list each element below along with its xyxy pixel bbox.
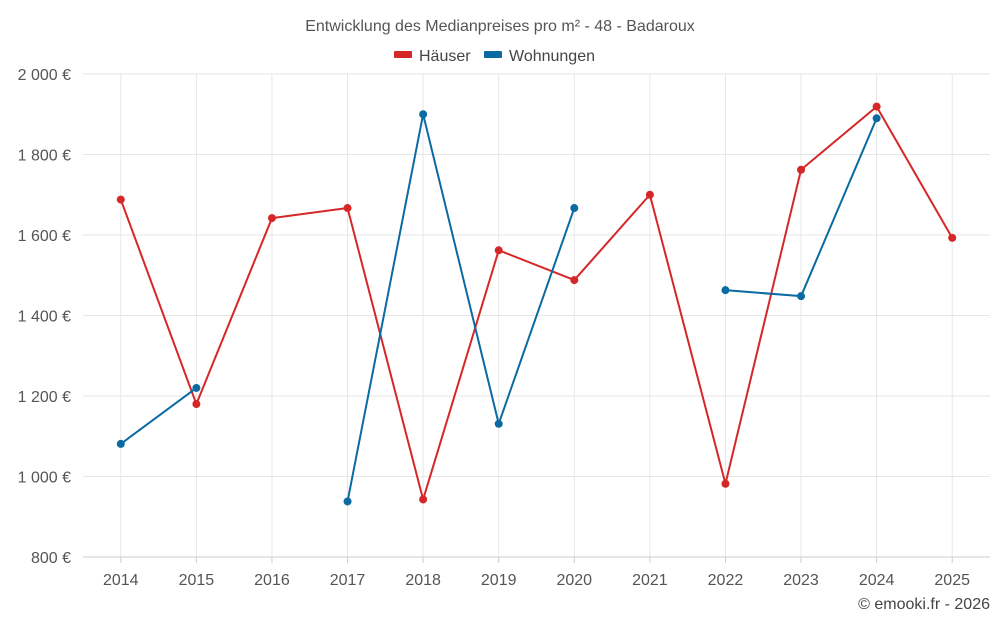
x-tick-label: 2025 bbox=[934, 572, 970, 589]
series-line-haeuser bbox=[119, 105, 954, 501]
data-point-wohnungen[interactable] bbox=[419, 110, 428, 119]
data-point-haeuser[interactable] bbox=[116, 195, 125, 204]
data-point-wohnungen[interactable] bbox=[343, 497, 352, 506]
y-tick-label: 1 400 € bbox=[18, 309, 71, 326]
data-point-haeuser[interactable] bbox=[570, 276, 579, 285]
legend-swatch-haeuser bbox=[394, 51, 412, 58]
data-point-wohnungen[interactable] bbox=[116, 439, 125, 448]
y-tick-label: 2 000 € bbox=[18, 67, 71, 84]
data-point-haeuser[interactable] bbox=[721, 479, 730, 488]
y-tick-label: 1 000 € bbox=[18, 470, 71, 487]
data-point-haeuser[interactable] bbox=[494, 246, 503, 255]
chart-title: Entwicklung des Medianpreises pro m² - 4… bbox=[305, 18, 695, 35]
x-tick-label: 2015 bbox=[179, 572, 215, 589]
series-points bbox=[116, 102, 957, 506]
data-point-haeuser[interactable] bbox=[645, 190, 654, 199]
data-point-wohnungen[interactable] bbox=[192, 383, 201, 392]
x-tick-label: 2023 bbox=[783, 572, 819, 589]
data-point-wohnungen[interactable] bbox=[797, 292, 806, 301]
x-axis: 2014 2015 2016 2017 2018 2019 2020 2021 2022 2023… bbox=[103, 557, 970, 589]
gridlines bbox=[83, 73, 990, 558]
data-point-haeuser[interactable] bbox=[419, 495, 428, 504]
y-tick-label: 1 600 € bbox=[18, 228, 71, 245]
x-tick-label: 2018 bbox=[405, 572, 441, 589]
y-axis: 800 € 1 000 € 1 200 € 1 400 € 1 600 € 1 800 €… bbox=[18, 67, 71, 567]
x-tick-label: 2014 bbox=[103, 572, 139, 589]
legend-label-wohnungen[interactable]: Wohnungen bbox=[509, 48, 595, 65]
legend-swatch-wohnungen bbox=[484, 51, 502, 58]
x-tick-label: 2020 bbox=[556, 572, 592, 589]
y-tick-label: 1 200 € bbox=[18, 389, 71, 406]
legend-label-haeuser[interactable]: Häuser bbox=[419, 48, 471, 65]
x-tick-label: 2022 bbox=[708, 572, 744, 589]
x-tick-label: 2021 bbox=[632, 572, 668, 589]
x-tick-label: 2024 bbox=[859, 572, 895, 589]
data-point-haeuser[interactable] bbox=[343, 204, 352, 213]
data-point-wohnungen[interactable] bbox=[872, 114, 881, 123]
y-tick-label: 800 € bbox=[31, 550, 71, 567]
data-point-wohnungen[interactable] bbox=[494, 419, 503, 428]
series-lines bbox=[119, 105, 954, 502]
x-tick-label: 2017 bbox=[330, 572, 366, 589]
data-point-wohnungen[interactable] bbox=[721, 286, 730, 295]
x-tick-label: 2019 bbox=[481, 572, 517, 589]
data-point-haeuser[interactable] bbox=[948, 233, 957, 242]
credit-text: © emooki.fr - 2026 bbox=[858, 596, 990, 613]
data-point-haeuser[interactable] bbox=[192, 400, 201, 409]
data-point-haeuser[interactable] bbox=[267, 214, 276, 223]
data-point-wohnungen[interactable] bbox=[570, 204, 579, 213]
y-tick-label: 1 800 € bbox=[18, 148, 71, 165]
series-line-wohnungen bbox=[346, 113, 576, 502]
x-tick-label: 2016 bbox=[254, 572, 290, 589]
legend: Häuser Wohnungen bbox=[394, 48, 595, 65]
data-point-haeuser[interactable] bbox=[797, 165, 806, 174]
data-point-haeuser[interactable] bbox=[872, 102, 881, 111]
series-line-wohnungen bbox=[120, 387, 197, 445]
